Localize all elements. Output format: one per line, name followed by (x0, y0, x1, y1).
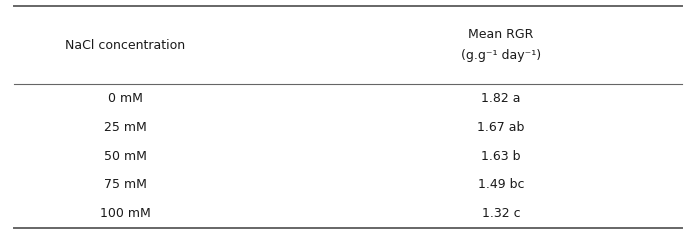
Text: 1.63 b: 1.63 b (482, 150, 521, 163)
Text: 1.32 c: 1.32 c (482, 207, 521, 220)
Text: NaCl concentration: NaCl concentration (65, 39, 185, 51)
Text: 1.49 bc: 1.49 bc (478, 179, 524, 191)
Text: 1.67 ab: 1.67 ab (477, 121, 525, 134)
Text: Mean RGR: Mean RGR (468, 28, 534, 41)
Text: 50 mM: 50 mM (104, 150, 147, 163)
Text: 75 mM: 75 mM (104, 179, 147, 191)
Text: 25 mM: 25 mM (104, 121, 147, 134)
Text: 100 mM: 100 mM (100, 207, 150, 220)
Text: 1.82 a: 1.82 a (482, 92, 521, 105)
Text: 0 mM: 0 mM (108, 92, 143, 105)
Text: (g.g⁻¹ day⁻¹): (g.g⁻¹ day⁻¹) (461, 49, 541, 62)
